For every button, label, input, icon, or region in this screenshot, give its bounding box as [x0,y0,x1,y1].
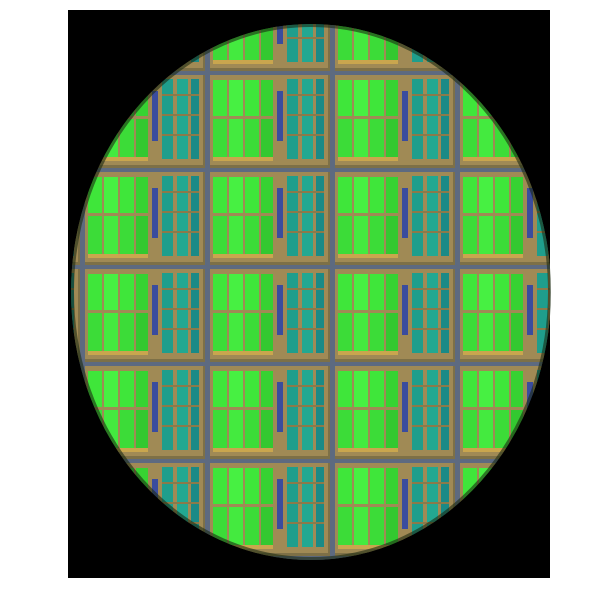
lens-view [71,24,551,560]
wafer-dies [71,24,550,560]
